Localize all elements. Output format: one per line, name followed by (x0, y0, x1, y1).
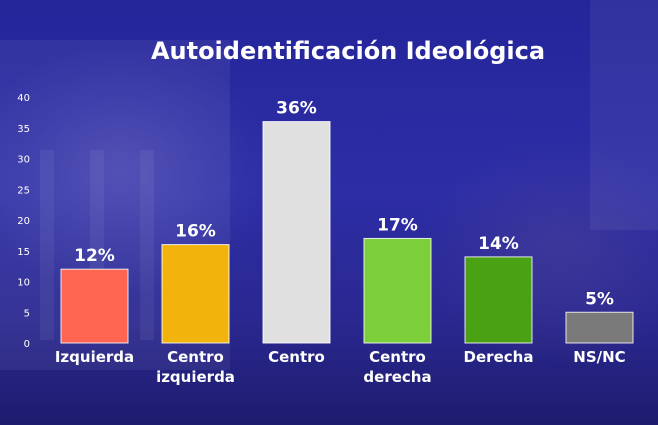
background-column (40, 150, 54, 340)
y-tick-label: 15 (17, 247, 30, 258)
y-tick-label: 25 (17, 185, 30, 196)
y-axis: 0 5 10 15 20 25 30 35 40 (17, 93, 30, 350)
category-label: Derecha (464, 348, 534, 366)
chart-title: Autoidentificación Ideológica (151, 37, 545, 65)
category-label: NS/NC (573, 348, 625, 366)
bar (262, 121, 331, 344)
category-label: derecha (363, 368, 431, 386)
bar (363, 237, 432, 344)
bar-value-label: 36% (276, 99, 317, 119)
y-tick-label: 5 (24, 308, 30, 319)
y-tick-label: 10 (17, 278, 30, 289)
y-tick-label: 20 (17, 216, 30, 227)
bar-value-label: 5% (585, 289, 614, 309)
category-label: Centro (268, 348, 325, 366)
bar (161, 244, 230, 344)
bar (565, 311, 634, 344)
y-tick-label: 0 (24, 339, 30, 350)
bar-value-label: 16% (175, 222, 216, 242)
category-label: Centro (369, 348, 426, 366)
value-labels-group: 12% 16% 36% 17% 14% 5% (74, 99, 614, 310)
bar (464, 256, 533, 344)
bar-value-label: 17% (377, 215, 418, 235)
bar (60, 268, 129, 344)
bar-value-label: 14% (478, 234, 519, 254)
y-tick-label: 35 (17, 124, 30, 135)
category-label: Izquierda (55, 348, 134, 366)
category-label: Centro (167, 348, 224, 366)
y-tick-label: 40 (17, 93, 30, 104)
background-tower (590, 0, 658, 230)
bar-value-label: 12% (74, 246, 115, 266)
x-axis: Izquierda Centro izquierda Centro Centro dere… (55, 348, 626, 386)
bars-group (60, 121, 634, 344)
y-tick-label: 30 (17, 155, 30, 166)
category-label: izquierda (156, 368, 235, 386)
background-column (140, 150, 154, 340)
